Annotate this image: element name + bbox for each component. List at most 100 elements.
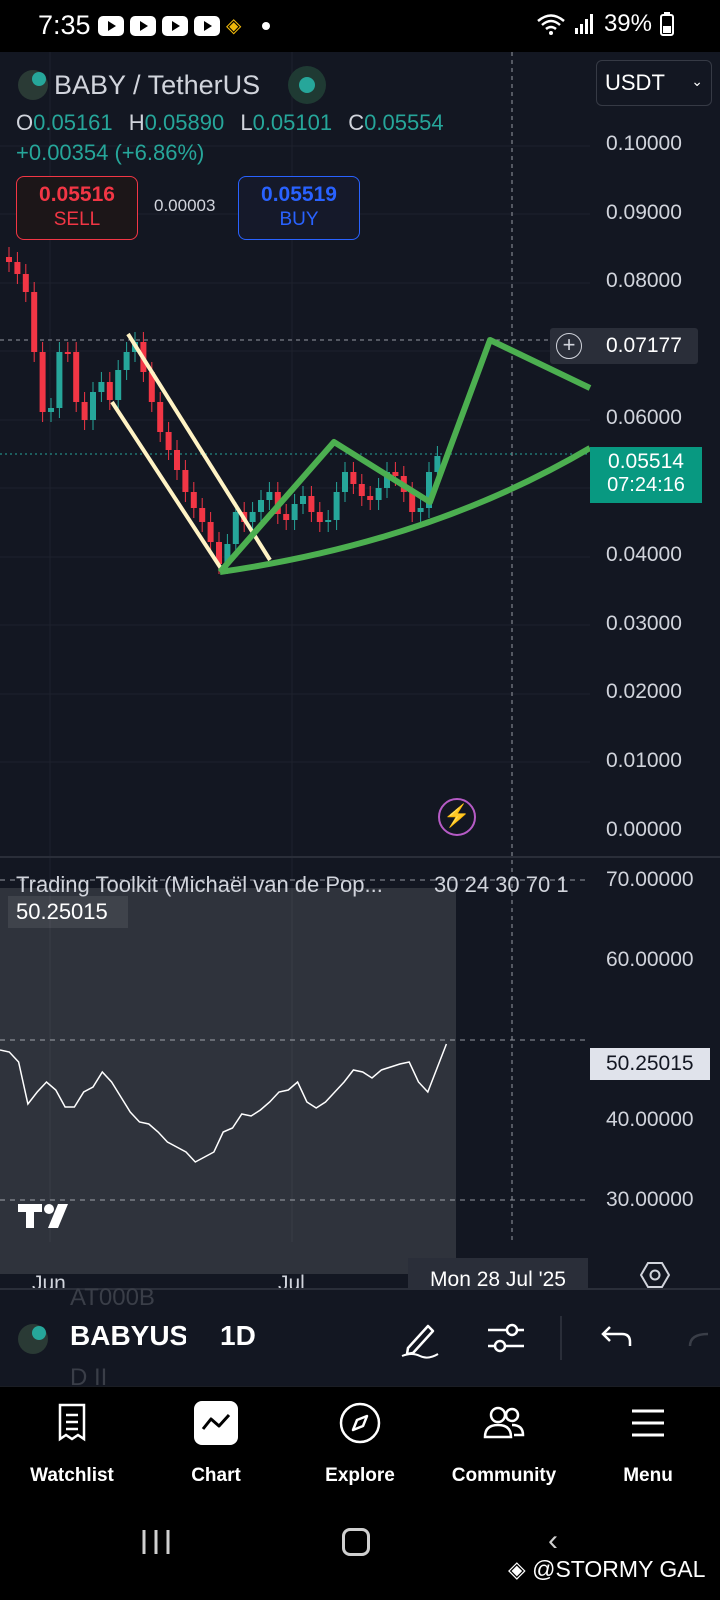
- channel-line-upper: [126, 332, 272, 562]
- menu-icon: [632, 1409, 664, 1437]
- candle-body: [350, 472, 357, 484]
- indicator-title[interactable]: Trading Toolkit (Michaël van de Pop...: [16, 872, 383, 897]
- recent-apps-icon[interactable]: [140, 1528, 172, 1556]
- candle-body: [199, 508, 206, 522]
- sell-price: 0.05516: [39, 183, 115, 206]
- back-icon[interactable]: ‹: [548, 1524, 558, 1557]
- pane-separator[interactable]: [0, 856, 720, 858]
- price-axis-label: 0.02000: [606, 680, 682, 703]
- market-open-icon: [288, 66, 327, 104]
- system-navigation-bar: ‹ ◈ @STORMY GAL: [0, 1504, 720, 1600]
- redo-icon[interactable]: [676, 1316, 720, 1360]
- candle-body: [367, 496, 374, 500]
- candle-body: [115, 370, 122, 400]
- nav-label: Menu: [623, 1465, 673, 1486]
- sell-label: SELL: [53, 209, 101, 230]
- pattern-curve: [219, 445, 592, 575]
- low-value: 0.05101: [252, 110, 333, 135]
- settings-hexagon-icon[interactable]: [640, 1260, 670, 1290]
- indicator-value: 50.25015: [8, 896, 128, 928]
- low-label: L: [240, 110, 253, 135]
- candle-body: [232, 512, 239, 544]
- youtube-icon: [162, 16, 188, 36]
- add-alert-icon[interactable]: +: [556, 333, 582, 359]
- chart-area[interactable]: BABY / TetherUS O0.05161 H0.05890 L0.051…: [0, 52, 720, 1302]
- drawing-tools-icon[interactable]: [398, 1316, 442, 1360]
- spread-value: 0.00003: [154, 196, 216, 215]
- indicator-current-label: 50.25015: [590, 1048, 710, 1080]
- candle-body: [283, 514, 290, 520]
- compass-icon: [339, 1402, 381, 1444]
- watchlist-icon: [58, 1403, 86, 1442]
- price-axis-label: 0.08000: [606, 269, 682, 292]
- currency-select[interactable]: USDT ⌄: [596, 60, 712, 106]
- last-price-value: 0.05514: [608, 450, 684, 473]
- high-label: H: [128, 110, 145, 135]
- interval-button[interactable]: 1D: [220, 1320, 256, 1351]
- bottom-navigation: Watchlist Chart Explore Community Menu: [0, 1386, 720, 1504]
- candle-body: [325, 520, 332, 522]
- chart-bottom-divider: [0, 1288, 720, 1290]
- indicator-params: 30 24 30 70 1: [434, 872, 569, 897]
- signal-icon: [574, 14, 593, 34]
- chart-canvas[interactable]: [0, 52, 720, 1290]
- buy-price: 0.05519: [261, 183, 337, 206]
- bar-countdown: 07:24:16: [607, 474, 685, 496]
- candle-body: [207, 522, 214, 542]
- symbol-search-button[interactable]: BABYUSDT: [70, 1320, 186, 1351]
- tradingview-logo-icon: [18, 1204, 68, 1228]
- nav-chart[interactable]: Chart: [144, 1387, 288, 1505]
- candle-body: [266, 492, 273, 500]
- battery-icon: [660, 12, 674, 36]
- close-value: 0.05554: [364, 110, 444, 135]
- price-axis-label: 0.06000: [606, 406, 682, 429]
- symbol-header[interactable]: BABY / TetherUS: [18, 66, 327, 104]
- price-axis-label: 0.03000: [606, 612, 682, 635]
- lightning-icon[interactable]: ⚡: [438, 798, 476, 836]
- chart-toolbar: AT000B D II BABYUSDT 1D: [0, 1284, 720, 1391]
- nav-watchlist[interactable]: Watchlist: [0, 1387, 144, 1505]
- candle-body: [157, 402, 164, 432]
- candle-body: [48, 408, 54, 412]
- candle-body: [81, 402, 88, 420]
- currency-value: USDT: [605, 70, 665, 95]
- candle-body: [375, 488, 382, 500]
- indicator-axis-label: 30.00000: [606, 1188, 694, 1211]
- price-axis-label: 0.04000: [606, 543, 682, 566]
- candle-body: [434, 456, 441, 472]
- buy-label: BUY: [279, 209, 319, 230]
- grid-lines: [0, 52, 590, 1242]
- nav-label: Community: [451, 1465, 557, 1486]
- status-right: 39%: [536, 10, 674, 38]
- nav-community[interactable]: Community: [432, 1387, 576, 1505]
- wifi-icon: [537, 14, 565, 35]
- candle-body: [249, 512, 256, 522]
- dot-icon: [262, 22, 270, 30]
- chart-icon: [201, 1413, 231, 1430]
- candle-body: [426, 472, 432, 508]
- nav-explore[interactable]: Explore: [288, 1387, 432, 1505]
- home-icon[interactable]: [342, 1528, 370, 1556]
- buy-button[interactable]: 0.05519 BUY: [238, 176, 360, 240]
- pattern-zigzag: [217, 337, 592, 574]
- indicator-background: [0, 888, 456, 1274]
- price-change: +0.00354 (+6.86%): [16, 140, 205, 165]
- open-label: O: [16, 110, 34, 135]
- indicators-sliders-icon[interactable]: [484, 1316, 528, 1360]
- nav-menu[interactable]: Menu: [576, 1387, 720, 1505]
- ghost-text: AT000B: [70, 1284, 155, 1311]
- crosshair-price-label[interactable]: + 0.07177: [550, 328, 698, 364]
- undo-icon[interactable]: [592, 1316, 636, 1360]
- nav-label: Chart: [191, 1465, 241, 1486]
- price-axis-label: 0.00000: [606, 818, 682, 841]
- sell-button[interactable]: 0.05516 SELL: [16, 176, 138, 240]
- candle-body: [106, 382, 113, 400]
- candle-body: [291, 504, 298, 520]
- candle-body: [56, 352, 63, 408]
- tradingview-logo[interactable]: [18, 1200, 80, 1241]
- symbol-title[interactable]: BABY / TetherUS: [54, 69, 261, 100]
- nav-label: Explore: [325, 1465, 395, 1486]
- open-value: 0.05161: [33, 110, 113, 135]
- candle-body: [165, 432, 172, 450]
- price-axis-label: 0.09000: [606, 201, 682, 224]
